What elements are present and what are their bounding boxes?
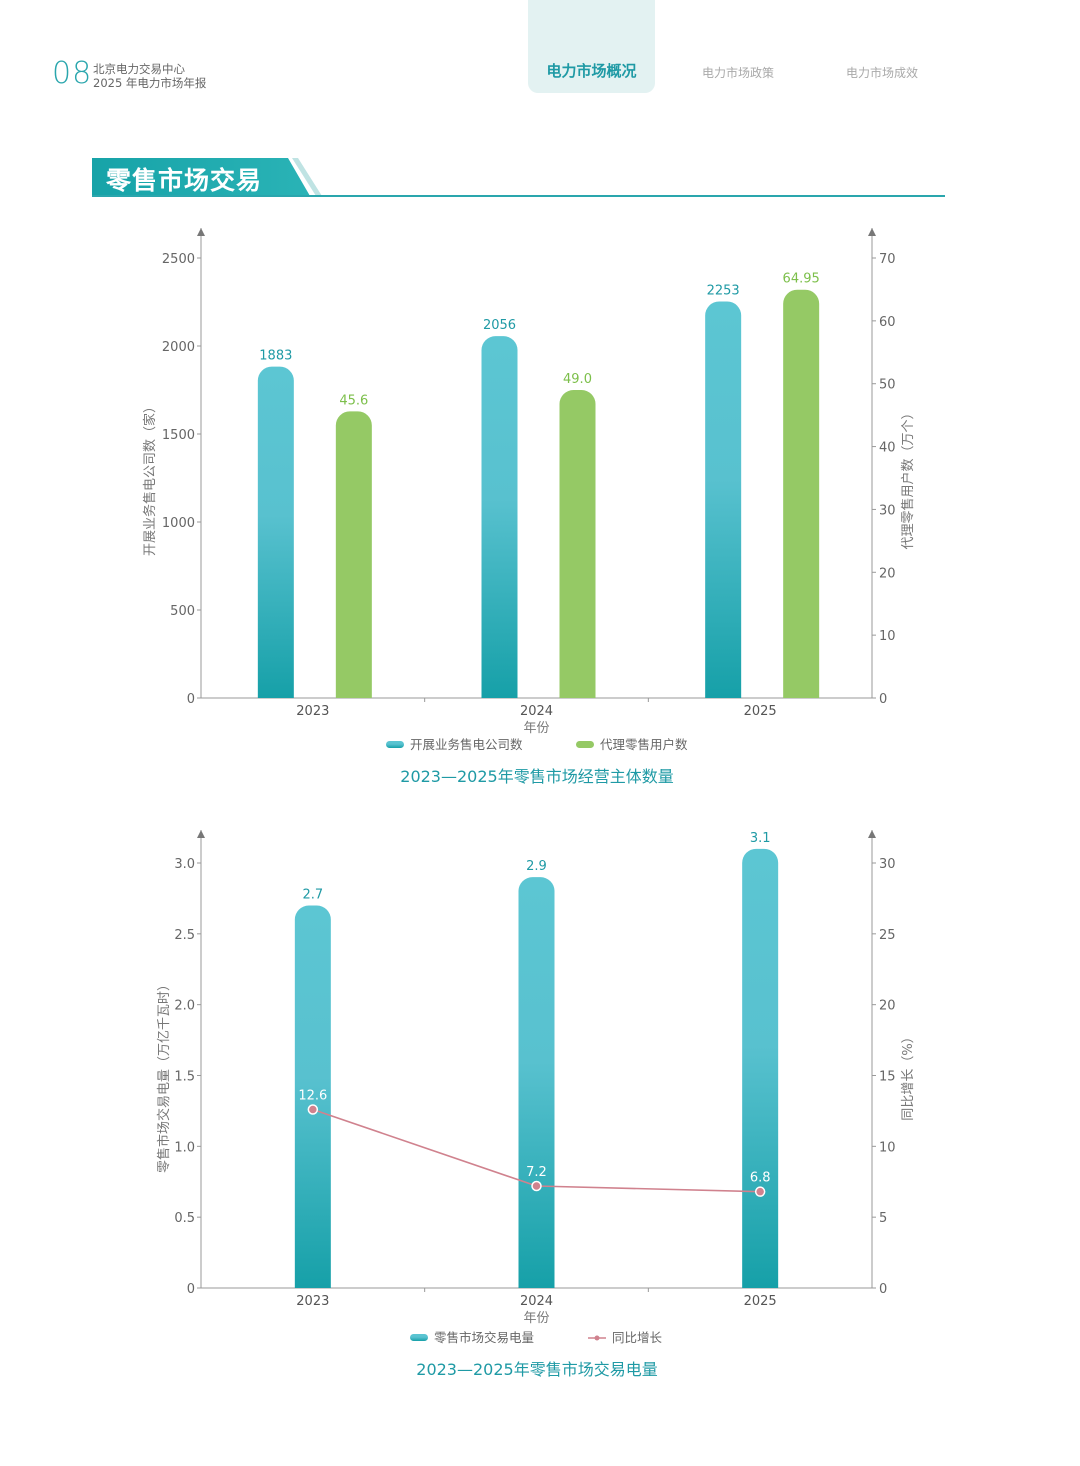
y-axis-right-arrow: [868, 830, 876, 838]
y-tick-label-right: 5: [879, 1211, 887, 1226]
x-tick-label: 2023: [296, 704, 329, 719]
y-tick-label-right: 0: [879, 692, 887, 707]
point-label-yoy-growth: 12.6: [298, 1089, 327, 1104]
bar-volume: [294, 905, 331, 1288]
tab-market-overview[interactable]: 电力市场概况: [528, 0, 655, 93]
tab-market-results[interactable]: 电力市场成效: [845, 66, 918, 80]
y-tick-label-right: 0: [879, 1282, 887, 1297]
legend-label-users: 代理零售用户数: [600, 737, 688, 752]
bar-label-users: 64.95: [783, 272, 820, 287]
bar-companies: [481, 336, 518, 698]
bar-label-companies: 1883: [259, 349, 292, 364]
y-tick-label-right: 25: [879, 928, 896, 943]
y-tick-label-right: 70: [879, 252, 896, 267]
bar-users: [559, 390, 596, 698]
x-tick-label: 2025: [744, 704, 777, 719]
y-axis-left-arrow: [197, 830, 205, 838]
legend-label-volume: 零售市场交易电量: [434, 1330, 534, 1345]
y-axis-left-arrow: [197, 228, 205, 236]
y-tick-label-right: 30: [879, 503, 896, 518]
y-tick-label-left: 1.5: [174, 1070, 195, 1085]
legend-label-growth: 同比增长: [612, 1330, 663, 1345]
point-label-yoy-growth: 7.2: [526, 1165, 547, 1180]
section-title: 零售市场交易: [106, 166, 263, 195]
y-tick-label-right: 30: [879, 857, 896, 872]
y-tick-label-left: 3.0: [174, 857, 195, 872]
y-tick-label-right: 60: [879, 315, 896, 330]
legend-label-companies: 开展业务售电公司数: [410, 737, 523, 752]
section-title-bar: [92, 158, 310, 196]
y-tick-label-left: 1000: [162, 516, 195, 531]
chart-title: 2023—2025年零售市场经营主体数量: [400, 767, 673, 786]
bar-companies: [257, 366, 294, 698]
legend-swatch-volume: [410, 1334, 428, 1341]
y-tick-label-left: 2.0: [174, 999, 195, 1014]
bar-volume: [518, 877, 555, 1288]
bar-users: [783, 289, 820, 698]
y-tick-label-left: 0.5: [174, 1211, 195, 1226]
x-tick-label: 2024: [520, 1294, 553, 1309]
page-number: 08: [52, 56, 93, 91]
report-name: 2025 年电力市场年报: [93, 76, 207, 90]
x-tick-label: 2024: [520, 704, 553, 719]
y-axis-label-left: 零售市场交易电量（万亿千瓦时）: [156, 978, 172, 1173]
chart-retail-entities: 0 500 1000 1500 2000 2500 0 10 20 30 40 50 60 70 2023 2…: [142, 228, 916, 786]
y-tick-label-left: 0: [187, 1282, 195, 1297]
y-axis-label-left: 开展业务售电公司数（家）: [142, 400, 158, 556]
bar-label-volume: 2.9: [526, 859, 547, 874]
y-tick-label-left: 1.0: [174, 1140, 195, 1155]
point-label-yoy-growth: 6.8: [750, 1171, 771, 1186]
x-axis-label: 年份: [523, 1311, 549, 1326]
tab-market-policy[interactable]: 电力市场政策: [701, 66, 774, 80]
y-tick-label-right: 10: [879, 1140, 896, 1155]
y-tick-label-left: 1500: [162, 428, 195, 443]
y-tick-label-right: 50: [879, 378, 896, 393]
y-tick-label-left: 2500: [162, 252, 195, 267]
y-tick-label-right: 15: [879, 1070, 896, 1085]
section-heading: 零售市场交易: [92, 158, 945, 198]
report-title: 北京电力交易中心 2025 年电力市场年报: [93, 62, 206, 90]
bar-label-volume: 2.7: [302, 888, 323, 903]
bar-volume: [742, 848, 779, 1288]
y-tick-label-left: 0: [187, 692, 195, 707]
legend-swatch-companies: [386, 741, 404, 748]
legend-swatch-users: [576, 741, 594, 748]
x-tick-label: 2025: [744, 1294, 777, 1309]
y-tick-label-left: 2000: [162, 340, 195, 355]
bar-companies: [705, 301, 742, 698]
point-yoy-growth: [307, 1104, 319, 1115]
y-axis-label-right: 同比增长（%）: [901, 1030, 916, 1120]
y-axis-right-arrow: [868, 228, 876, 236]
section-underline: [92, 195, 945, 197]
bar-users: [335, 411, 372, 698]
y-tick-label-right: 10: [879, 629, 896, 644]
point-yoy-growth: [754, 1186, 766, 1197]
bar-label-companies: 2253: [707, 283, 740, 298]
point-yoy-growth: [531, 1180, 542, 1192]
x-tick-label: 2023: [296, 1294, 329, 1309]
bar-label-companies: 2056: [483, 318, 516, 333]
legend-swatch-dot: [594, 1335, 600, 1341]
chart-title: 2023—2025年零售市场交易电量: [416, 1360, 657, 1379]
bar-label-users: 49.0: [563, 372, 592, 387]
bar-label-users: 45.6: [339, 393, 368, 408]
y-tick-label-left: 500: [170, 604, 195, 619]
org-name: 北京电力交易中心: [93, 62, 185, 76]
y-tick-label-right: 20: [879, 566, 896, 581]
bar-label-volume: 3.1: [750, 831, 771, 846]
y-tick-label-left: 2.5: [174, 928, 195, 943]
y-axis-label-right: 代理零售用户数（万个）: [900, 406, 916, 549]
y-tick-label-right: 20: [879, 999, 896, 1014]
x-axis-label: 年份: [523, 721, 549, 736]
y-tick-label-right: 40: [879, 441, 896, 456]
